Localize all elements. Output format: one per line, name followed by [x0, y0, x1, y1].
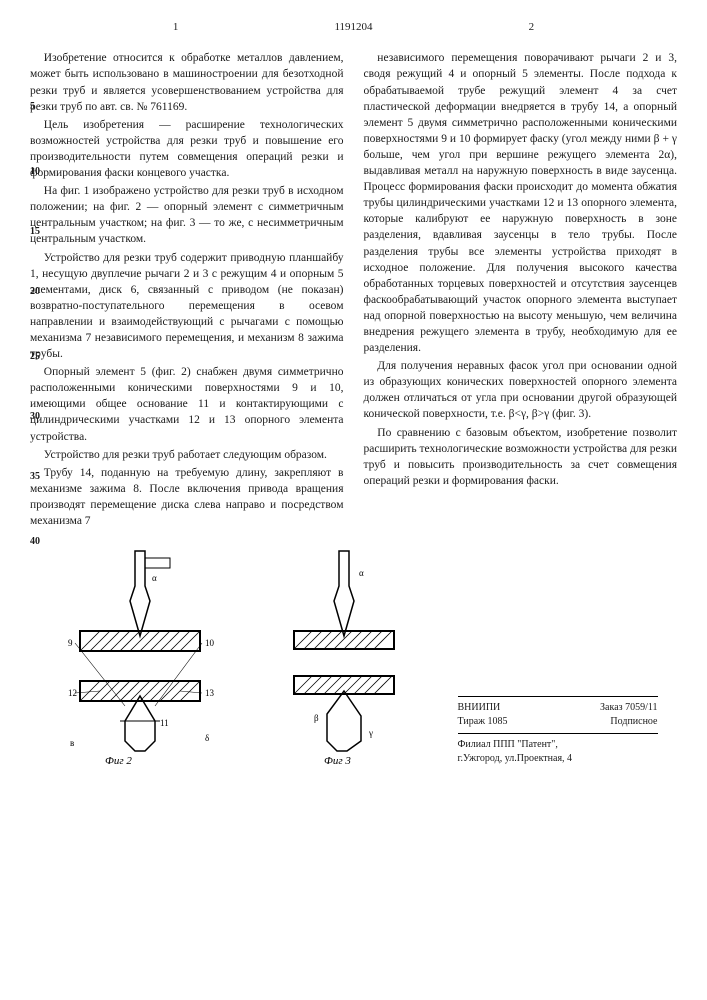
footer-filial: Филиал ППП "Патент",: [458, 738, 658, 752]
right-para-2: Для получения неравных фасок угол при ос…: [364, 358, 678, 422]
left-para-1: Изобретение относится к обработке металл…: [30, 50, 344, 114]
footer-address: г.Ужгород, ул.Проектная, 4: [458, 752, 658, 766]
footer-box: ВНИИПИ Заказ 7059/11 Тираж 1085 Подписно…: [458, 692, 658, 766]
document-number: 1191204: [321, 20, 386, 35]
page-header: 1 1191204 2: [30, 20, 677, 35]
line-marker-25: 25: [30, 350, 40, 364]
right-para-3: По сравнению с базовым объектом, изобрет…: [364, 425, 678, 489]
fig3-label: Фиг 3: [324, 755, 351, 766]
figure-3: α β γ Фиг 3: [269, 546, 419, 766]
left-column: Изобретение относится к обработке металл…: [30, 50, 344, 531]
fig2-label: Фиг 2: [105, 755, 132, 766]
figure-2: 9 12 11 в 10 13 δ α Фиг 2: [50, 546, 230, 766]
fig2-anno-11: 11: [160, 718, 169, 728]
col1-number: 1: [30, 20, 321, 35]
fig2-svg: 9 12 11 в 10 13 δ α Фиг 2: [50, 546, 230, 766]
line-marker-35: 35: [30, 470, 40, 484]
fig2-anno-v: в: [70, 738, 74, 748]
text-columns: Изобретение относится к обработке металл…: [30, 50, 677, 531]
fig2-anno-a: α: [152, 573, 157, 583]
line-marker-40: 40: [30, 535, 40, 549]
fig3-svg: α β γ Фиг 3: [269, 546, 419, 766]
line-marker-30: 30: [30, 410, 40, 424]
footer-podpis: Подписное: [610, 715, 657, 729]
line-marker-5: 5: [30, 100, 35, 114]
right-column: независимого перемещения поворачивают ры…: [364, 50, 678, 531]
right-para-1: независимого перемещения поворачивают ры…: [364, 50, 678, 356]
fig3-anno-g: γ: [368, 728, 373, 738]
fig3-anno-b: β: [314, 713, 319, 723]
left-para-3: На фиг. 1 изображено устройство для резк…: [30, 183, 344, 247]
left-para-2: Цель изобретения — расширение технологич…: [30, 117, 344, 181]
left-para-4: Устройство для резки труб содержит приво…: [30, 250, 344, 363]
fig2-anno-9: 9: [68, 638, 73, 648]
footer-order: Заказ 7059/11: [600, 701, 657, 715]
left-para-6: Устройство для резки труб работает следу…: [30, 447, 344, 463]
footer-tirazh: Тираж 1085: [458, 715, 508, 729]
col2-number: 2: [386, 20, 677, 35]
fig3-anno-a: α: [359, 568, 364, 578]
footer-vniipi: ВНИИПИ: [458, 701, 501, 715]
fig2-anno-10: 10: [205, 638, 215, 648]
figures-row: 9 12 11 в 10 13 δ α Фиг 2: [30, 546, 677, 766]
line-marker-20: 20: [30, 285, 40, 299]
line-marker-10: 10: [30, 165, 40, 179]
left-para-5: Опорный элемент 5 (фиг. 2) снабжен двумя…: [30, 364, 344, 444]
fig2-anno-13: 13: [205, 688, 215, 698]
content-area: Изобретение относится к обработке металл…: [30, 50, 677, 531]
fig2-anno-d: δ: [205, 733, 209, 743]
line-marker-15: 15: [30, 225, 40, 239]
left-para-7: Трубу 14, поданную на требуемую длину, з…: [30, 465, 344, 529]
